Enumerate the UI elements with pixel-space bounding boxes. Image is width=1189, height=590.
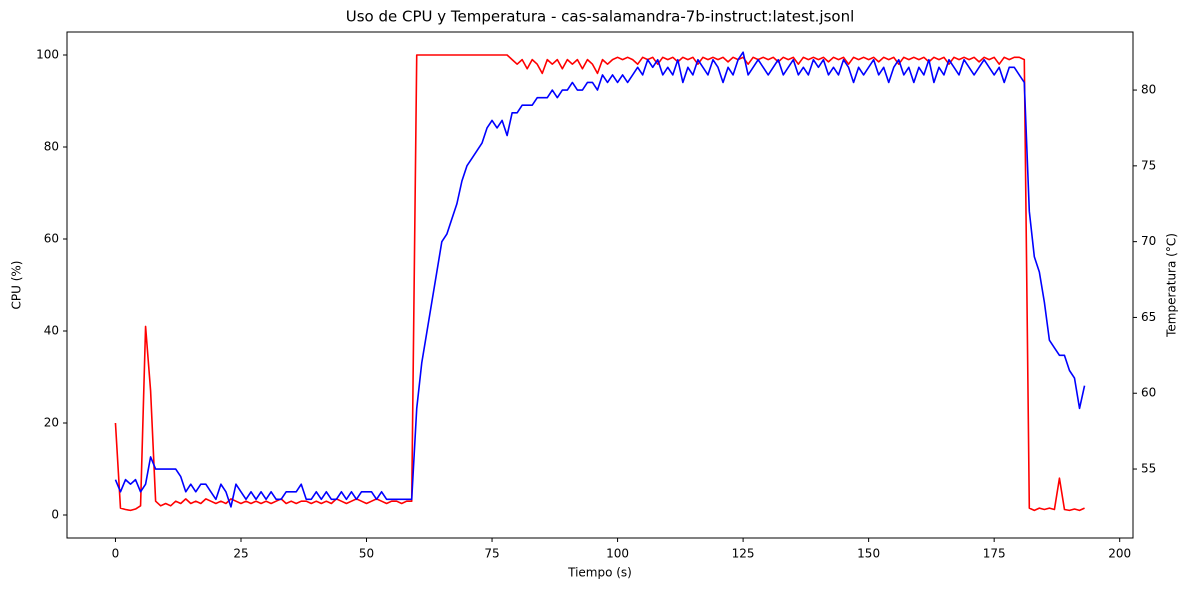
y2-tick-label: 70 bbox=[1141, 234, 1156, 248]
y-tick-label: 80 bbox=[44, 140, 59, 154]
chart-title: Uso de CPU y Temperatura - cas-salamandr… bbox=[346, 8, 855, 26]
y2-axis-label: Temperatura (°C) bbox=[1165, 233, 1179, 338]
data-line bbox=[114, 51, 1086, 508]
y2-tick-label: 65 bbox=[1141, 310, 1156, 324]
x-tick-label: 25 bbox=[233, 547, 248, 561]
y2-tick-label: 80 bbox=[1141, 83, 1156, 97]
x-tick-label: 100 bbox=[606, 547, 629, 561]
y-tick-label: 100 bbox=[36, 48, 59, 62]
y-axis-label: CPU (%) bbox=[10, 261, 24, 310]
y2-tick-label: 55 bbox=[1141, 462, 1156, 476]
x-tick-label: 200 bbox=[1108, 547, 1131, 561]
x-axis-label: Tiempo (s) bbox=[567, 566, 632, 580]
plot-frame bbox=[66, 31, 1134, 539]
x-tick-label: 75 bbox=[484, 547, 499, 561]
y2-tick-label: 75 bbox=[1141, 158, 1156, 172]
y-tick-label: 60 bbox=[44, 232, 59, 246]
y2-tick-label: 60 bbox=[1141, 386, 1156, 400]
x-tick-label: 0 bbox=[112, 547, 120, 561]
data-line bbox=[114, 54, 1085, 512]
y-tick-label: 0 bbox=[51, 508, 59, 522]
x-tick-label: 175 bbox=[983, 547, 1006, 561]
x-tick-label: 150 bbox=[857, 547, 880, 561]
y-tick-label: 40 bbox=[44, 324, 59, 338]
y-tick-label: 20 bbox=[44, 416, 59, 430]
x-tick-label: 50 bbox=[359, 547, 374, 561]
x-tick-label: 125 bbox=[732, 547, 755, 561]
